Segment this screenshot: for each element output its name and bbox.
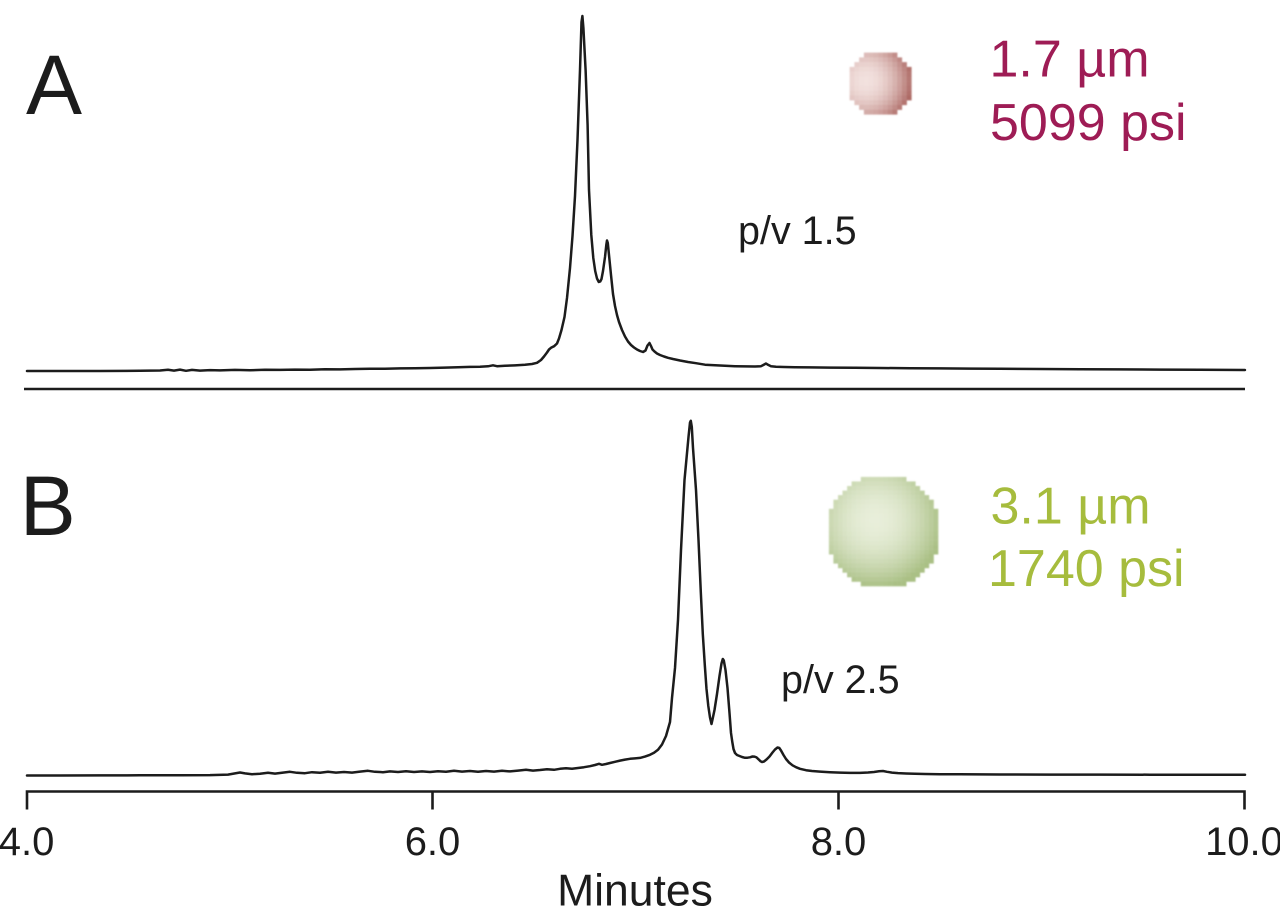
svg-text:B: B [20, 459, 76, 553]
svg-text:3.1 µm: 3.1 µm [991, 478, 1151, 536]
svg-text:5099 psi: 5099 psi [990, 94, 1187, 152]
svg-text:10.0: 10.0 [1205, 820, 1280, 864]
svg-text:6.0: 6.0 [405, 820, 461, 864]
svg-text:1740 psi: 1740 psi [988, 540, 1185, 598]
svg-text:4.0: 4.0 [0, 820, 54, 864]
svg-text:A: A [26, 38, 82, 132]
svg-text:8.0: 8.0 [811, 820, 867, 864]
svg-text:1.7 µm: 1.7 µm [990, 31, 1150, 89]
svg-text:Minutes: Minutes [557, 867, 713, 916]
svg-text:p/v 1.5: p/v 1.5 [738, 209, 857, 253]
svg-text:p/v 2.5: p/v 2.5 [781, 658, 900, 702]
